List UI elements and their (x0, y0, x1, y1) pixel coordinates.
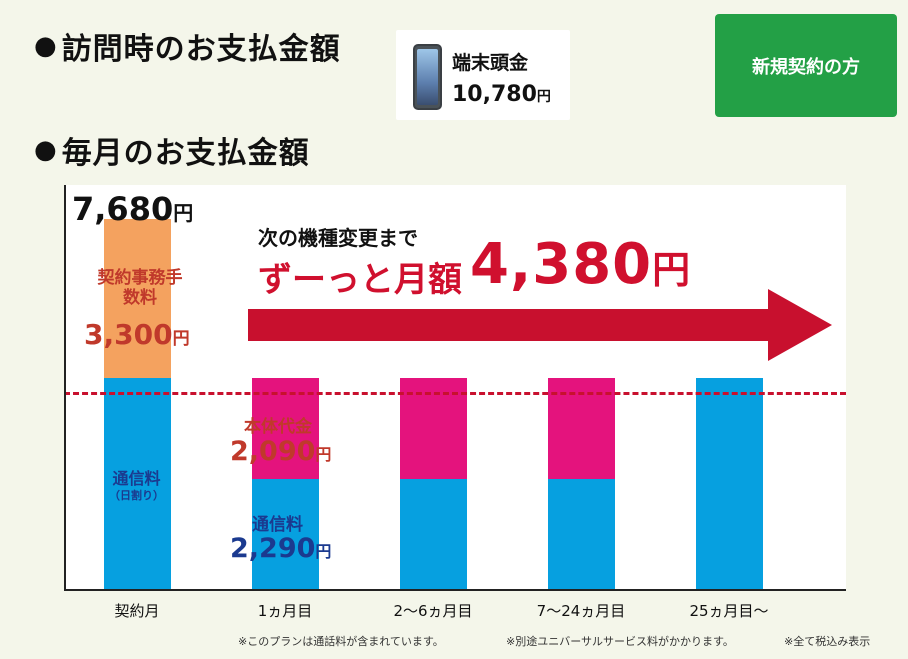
new-contract-button[interactable]: 新規契約の方 (715, 14, 897, 117)
contract-fee-bar (103, 218, 171, 378)
comm-first-label: 通信料 (112, 469, 161, 488)
x-tick-label: 1ヵ月目 (257, 602, 313, 620)
arrow-right-icon (248, 289, 832, 361)
monthly-payment-title: 毎月のお支払金額 (61, 136, 310, 171)
device-down-payment-box: 端末頭金 10,780円 (396, 30, 570, 120)
communication-fee-bar (251, 478, 319, 589)
contract-fee-label: 契約事務手数料 (97, 268, 183, 308)
communication-fee-bar (547, 478, 615, 589)
footnote: ※全て税込み表示 (784, 635, 871, 648)
promo-line1: 次の機種変更まで (258, 226, 418, 250)
communication-fee-amount: 2,290円 (230, 533, 332, 564)
smartphone-icon (413, 44, 442, 110)
contract-fee-amount: 3,300円 (84, 318, 190, 351)
footnote: ※別途ユニバーサルサービス料がかかります。 (506, 635, 734, 648)
promo-price: 4,380円 (470, 232, 692, 297)
bullet-icon: ● (34, 135, 58, 165)
comm-first-sublabel: （日割り） (109, 489, 164, 502)
x-tick-label: 25ヵ月目～ (689, 602, 769, 620)
reference-dashed-line (64, 392, 846, 395)
monthly-payment-heading: ● 毎月のお支払金額 (34, 128, 310, 172)
device-down-payment-price: 10,780円 (452, 82, 551, 107)
visit-payment-heading: ● 訪問時のお支払金額 (34, 24, 341, 68)
promo-line2: ずーっと月額 (258, 260, 462, 300)
device-fee-amount: 2,090円 (230, 436, 332, 467)
x-axis (64, 589, 846, 591)
footnote: ※このプランは通話料が含まれています。 (238, 635, 444, 648)
communication-fee-label: 通信料 (252, 515, 303, 535)
x-tick-label: 7～24ヵ月目 (536, 602, 626, 620)
device-fee-label: 本体代金 (244, 417, 312, 437)
bullet-icon: ● (34, 31, 58, 61)
visit-payment-title: 訪問時のお支払金額 (61, 32, 341, 67)
x-tick-label: 契約月 (114, 602, 160, 620)
device-down-payment-label: 端末頭金 (452, 52, 529, 74)
communication-fee-bar (695, 377, 763, 589)
communication-fee-bar (399, 478, 467, 589)
x-tick-label: 2～6ヵ月目 (393, 602, 473, 620)
y-axis (64, 185, 66, 591)
communication-fee-bar (103, 377, 171, 589)
total-first-month: 7,680円 (72, 190, 194, 228)
